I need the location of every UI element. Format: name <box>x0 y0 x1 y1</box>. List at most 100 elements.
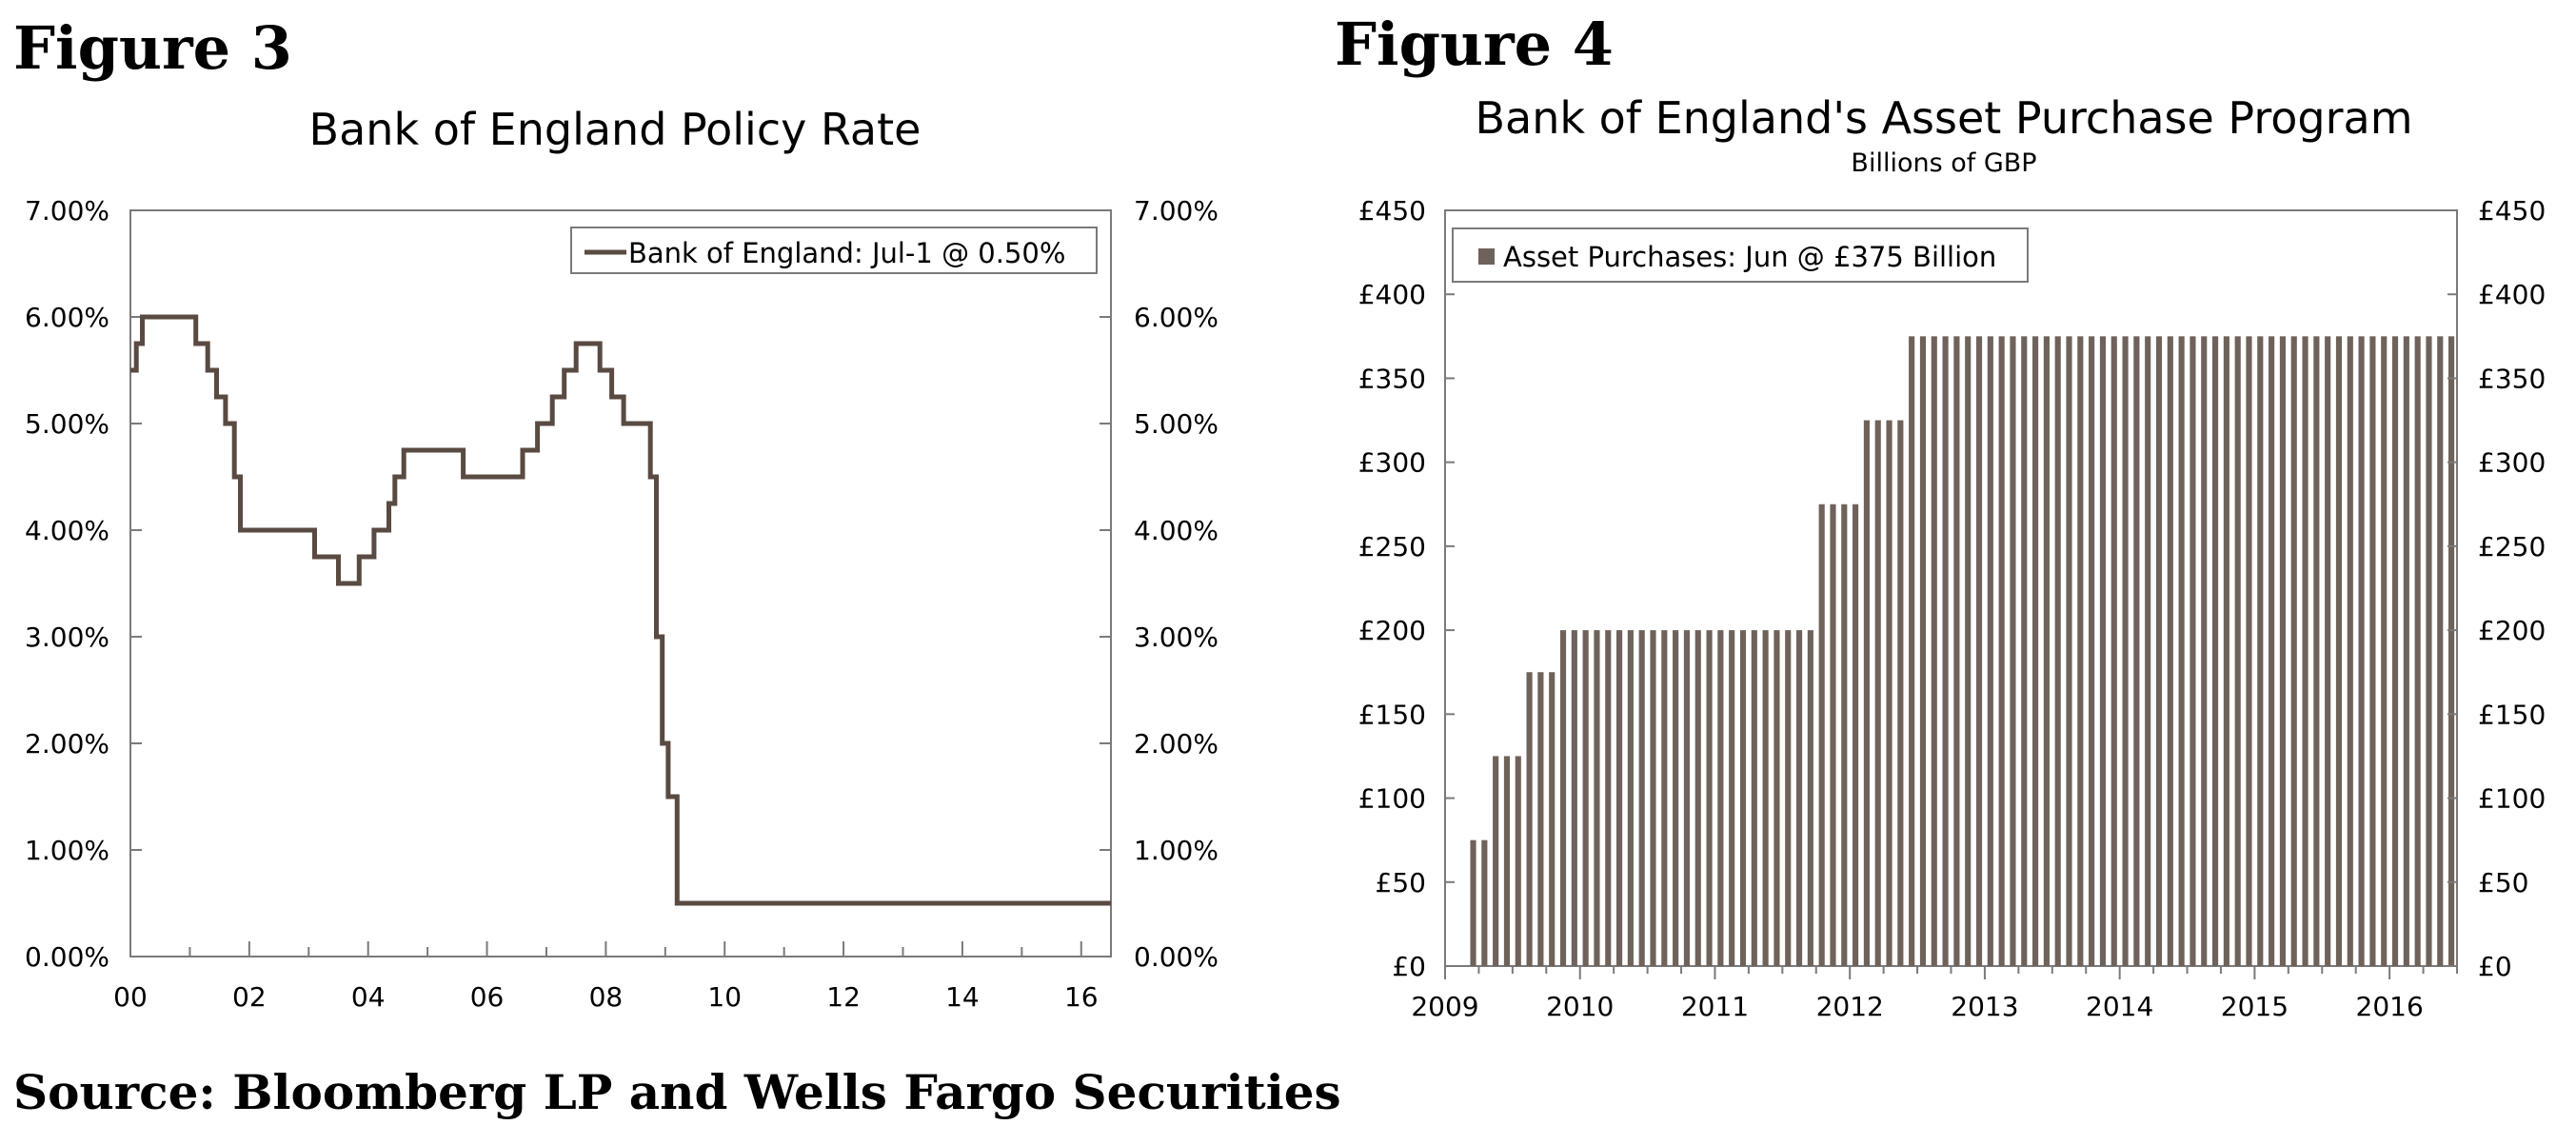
figure-4-bar <box>2010 336 2016 967</box>
figure-4-y-tick-label-right: £50 <box>2478 867 2528 898</box>
figure-4-bar <box>1537 672 1544 966</box>
figure-4-bar <box>2313 336 2320 967</box>
figure-3-x-axis: 00 02 04 06 08 10 12 14 16 <box>113 941 1099 1013</box>
figure-3-y-tick-label-right: 4.00% <box>1134 515 1219 546</box>
figure-3-x-tick-label: 14 <box>945 981 980 1013</box>
figure-4-bar <box>2269 336 2275 967</box>
figure-4-y-tick-label-right: £250 <box>2478 531 2546 563</box>
figure-4-bar <box>1493 756 1499 966</box>
figure-4-bar <box>1627 630 1634 966</box>
figure-4-bar <box>2347 336 2353 967</box>
figure-4-bar <box>1931 336 1937 967</box>
figure-4-bar <box>2246 336 2252 967</box>
figure-4-bar <box>1503 756 1511 966</box>
figure-4-y-tick-label-right: £0 <box>2478 951 2512 982</box>
figure-4-bar <box>1515 756 1521 966</box>
figure-4-bar <box>1953 336 1960 967</box>
figure-4-y-tick-label-right: £450 <box>2478 195 2546 227</box>
figure-3-y-tick-label-right: 3.00% <box>1134 622 1219 653</box>
figure-4-bar <box>2145 336 2151 967</box>
figure-4-bar <box>1886 420 1892 966</box>
figure-4-y-tick-label: £300 <box>1358 447 1426 479</box>
figure-4-y-tick-label-right: £100 <box>2478 783 2546 815</box>
figure-4-bar <box>1874 420 1881 966</box>
figure-4-bar <box>2032 336 2039 967</box>
figure-4-bar <box>1717 630 1724 966</box>
figure-4-bar <box>1582 630 1589 966</box>
figure-4-bar <box>1975 336 1983 967</box>
figure-4-bar <box>1830 503 1836 966</box>
figure-4-bar <box>1773 630 1780 966</box>
figure-4-bar <box>2403 336 2409 967</box>
figure-4-bar <box>1998 336 2005 967</box>
figure-3-legend-label: Bank of England: Jul-1 @ 0.50% <box>628 237 1065 269</box>
figure-4-bar <box>2302 336 2308 967</box>
figure-4-legend-box <box>1452 227 2029 283</box>
figure-4-bar <box>1470 839 1476 966</box>
figure-4-bar <box>2178 336 2185 967</box>
figure-4-bar <box>1897 420 1904 966</box>
figure-3-y-tick-label: 3.00% <box>25 622 109 653</box>
figure-4-bar <box>2223 336 2229 967</box>
figure-3-y-tick-label-right: 2.00% <box>1134 728 1219 760</box>
figure-3: Figure 3 Bank of England Policy Rate 0.0… <box>13 13 1219 1013</box>
figure-3-y-tick-label-right: 6.00% <box>1134 302 1219 333</box>
figure-3-y-axis: 0.00% 0.00% 1.00% 1.00% 2.00% 2.00% 3.00% 3.00%… <box>25 195 1219 973</box>
figure-4-bar <box>1807 630 1813 966</box>
figure-4-y-tick-label-right: £150 <box>2478 699 2546 730</box>
figure-3-y-tick-label-right: 1.00% <box>1134 835 1219 866</box>
figure-4-bar <box>2110 336 2117 967</box>
figure-4-bar <box>2043 336 2050 967</box>
figure-4-bar <box>1919 336 1927 967</box>
figure-4-bar <box>1481 839 1488 966</box>
figure-4-x-tick-label: 2016 <box>2356 991 2424 1022</box>
figure-3-plot-frame <box>129 209 1112 957</box>
figure-4-bar <box>1559 630 1567 966</box>
figure-4-y-tick-label: £200 <box>1358 615 1426 646</box>
figure-4-bar <box>2290 336 2297 967</box>
figure-4-bar <box>1729 630 1735 966</box>
figure-4-bar <box>2414 336 2421 967</box>
figure-4-bar <box>2122 336 2129 967</box>
figure-4-bar <box>2133 336 2140 967</box>
figure-4-y-tick-label: £150 <box>1358 699 1426 730</box>
figure-4-bar <box>1785 630 1792 966</box>
figure-4-y-tick-label-right: £200 <box>2478 615 2546 646</box>
figure-4-bar <box>2021 336 2028 967</box>
figure-4-bar <box>2448 336 2455 967</box>
figure-4-bar <box>2066 336 2072 967</box>
figure-4-bar <box>1762 630 1769 966</box>
figure-3-y-tick-label-right: 0.00% <box>1134 941 1219 973</box>
figure-4-bar <box>2279 336 2286 967</box>
figure-3-y-tick-label: 4.00% <box>25 515 109 546</box>
figure-4-bar <box>2054 336 2061 967</box>
figure-3-y-tick-label: 0.00% <box>25 941 109 973</box>
figure-4-bar <box>1616 630 1623 966</box>
figure-3-y-tick-label: 6.00% <box>25 302 109 333</box>
figure-4-y-axis: £0 £0 £50 £50 £100 £100 £150 £150 £200 £200 £250 £2… <box>1358 195 2546 982</box>
figure-3-y-tick-label: 2.00% <box>25 728 109 760</box>
figure-3-legend-box <box>570 227 1098 274</box>
figure-3-x-tick-label: 02 <box>232 981 267 1013</box>
figure-4-bar <box>2391 336 2399 967</box>
figure-4-y-tick-label-right: £300 <box>2478 447 2546 479</box>
figure-4-y-tick-label: £400 <box>1358 279 1426 310</box>
figure-4-bar <box>1853 503 1859 966</box>
figure-4-bar <box>2155 336 2163 967</box>
figure-4-bar <box>2257 336 2264 967</box>
figure-4-bar <box>2335 336 2343 967</box>
figure-4-x-tick-label: 2009 <box>1411 991 1478 1022</box>
figure-4-bar <box>1673 630 1679 966</box>
figure-4-bar <box>1909 336 1915 967</box>
figure-4-bar <box>1571 630 1577 966</box>
figure-3-y-tick-label: 5.00% <box>25 408 109 440</box>
figure-4-bar <box>2099 336 2107 967</box>
figure-4-bar <box>1594 630 1600 966</box>
figure-4-bar <box>2201 336 2208 967</box>
figure-4-bar <box>1638 630 1645 966</box>
figure-4-bar <box>1549 672 1556 966</box>
figure-4-bar <box>1661 630 1668 966</box>
figure-4-y-tick-label: £450 <box>1358 195 1426 227</box>
figure-4-bar <box>1818 503 1825 966</box>
figure-3-legend: Bank of England: Jul-1 @ 0.50% <box>570 227 1098 274</box>
